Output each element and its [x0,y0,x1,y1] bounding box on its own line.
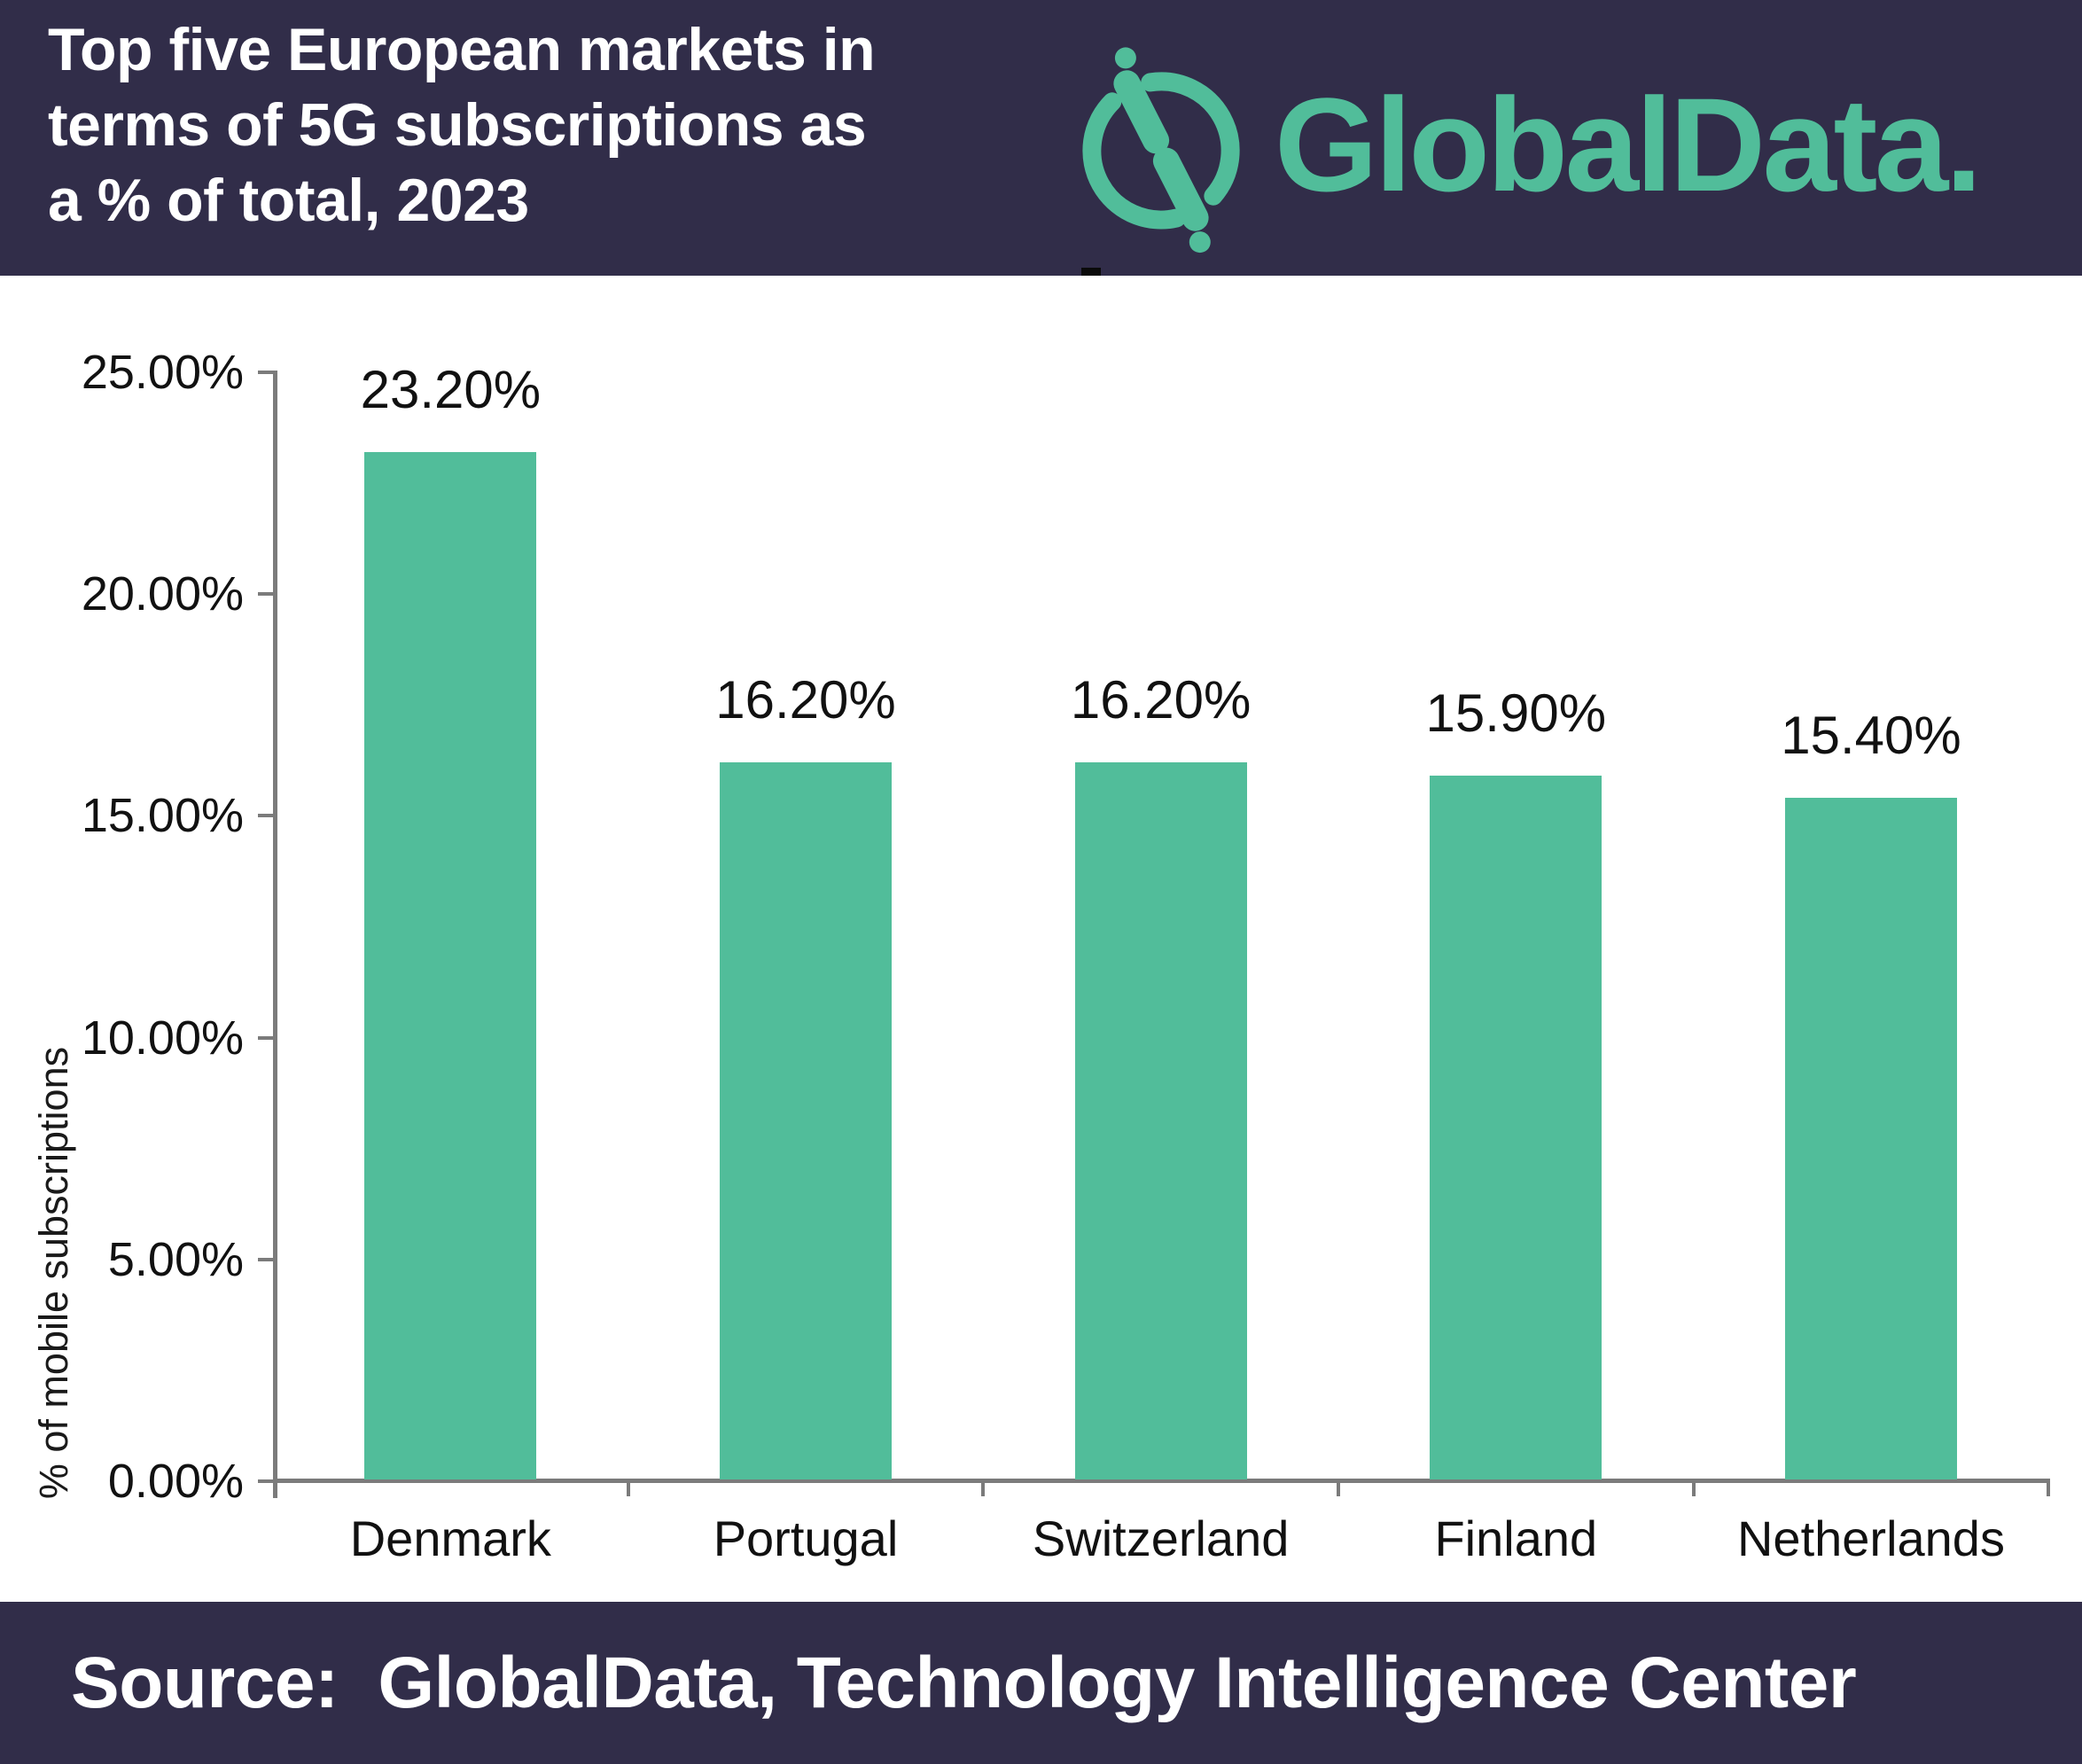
x-tick-mark [1691,1481,1696,1496]
bar-value-label: 15.90% [1425,683,1607,744]
y-axis-line [273,371,277,1498]
chart-title: Top five European markets in terms of 5G… [48,12,1067,238]
y-tick-mark [258,592,273,597]
x-tick-mark [1336,1481,1340,1496]
chart-title-line-1: Top five European markets in [48,16,876,83]
y-tick-mark [258,1035,273,1040]
category-label: Portugal [713,1510,899,1566]
chart-title-line-3: a % of total, 2023 [48,167,529,234]
category-label: Netherlands [1736,1510,2005,1566]
category-label: Denmark [349,1510,551,1566]
y-tick-label: 15.00% [81,789,244,843]
y-tick-mark [258,1479,273,1483]
y-tick-label: 5.00% [107,1232,244,1286]
y-tick-label: 20.00% [81,567,244,621]
footer-band: Source: GlobalData, Technology Intellige… [0,1602,2082,1764]
source-text: Source: GlobalData, Technology Intellige… [71,1642,1857,1723]
bar-denmark [364,452,537,1479]
x-tick-mark [626,1481,630,1496]
header-band: Top five European markets in terms of 5G… [0,0,2082,276]
globaldata-logo-text: GlobalData. [1275,70,1983,219]
globaldata-logo-icon [1082,47,1240,254]
bar-chart-area: % of mobile subscriptions 0.00% 5.00% 10.0… [0,276,2082,1602]
dash-mark [1081,268,1101,276]
chart-title-line-2: terms of 5G subscriptions as [48,91,867,159]
y-tick-label: 0.00% [107,1455,244,1508]
category-label: Finland [1434,1510,1598,1566]
y-tick-label: 25.00% [81,346,244,399]
x-tick-mark [2047,1481,2051,1496]
bar-portugal [719,762,892,1479]
x-axis-line [273,1479,2050,1483]
bar-value-label: 15.40% [1781,706,1961,766]
bar-value-label: 16.20% [1070,670,1252,730]
bar-finland [1430,776,1602,1479]
category-label: Switzerland [1032,1510,1290,1566]
bar-switzerland [1074,762,1247,1479]
y-tick-mark [258,1257,273,1261]
y-tick-label: 10.00% [81,1011,244,1065]
x-tick-mark [981,1481,986,1496]
bar-netherlands [1784,798,1957,1479]
bar-value-label: 16.20% [715,670,896,730]
bar-value-label: 23.20% [360,360,542,420]
y-tick-mark [258,371,273,374]
y-tick-mark [258,814,273,818]
